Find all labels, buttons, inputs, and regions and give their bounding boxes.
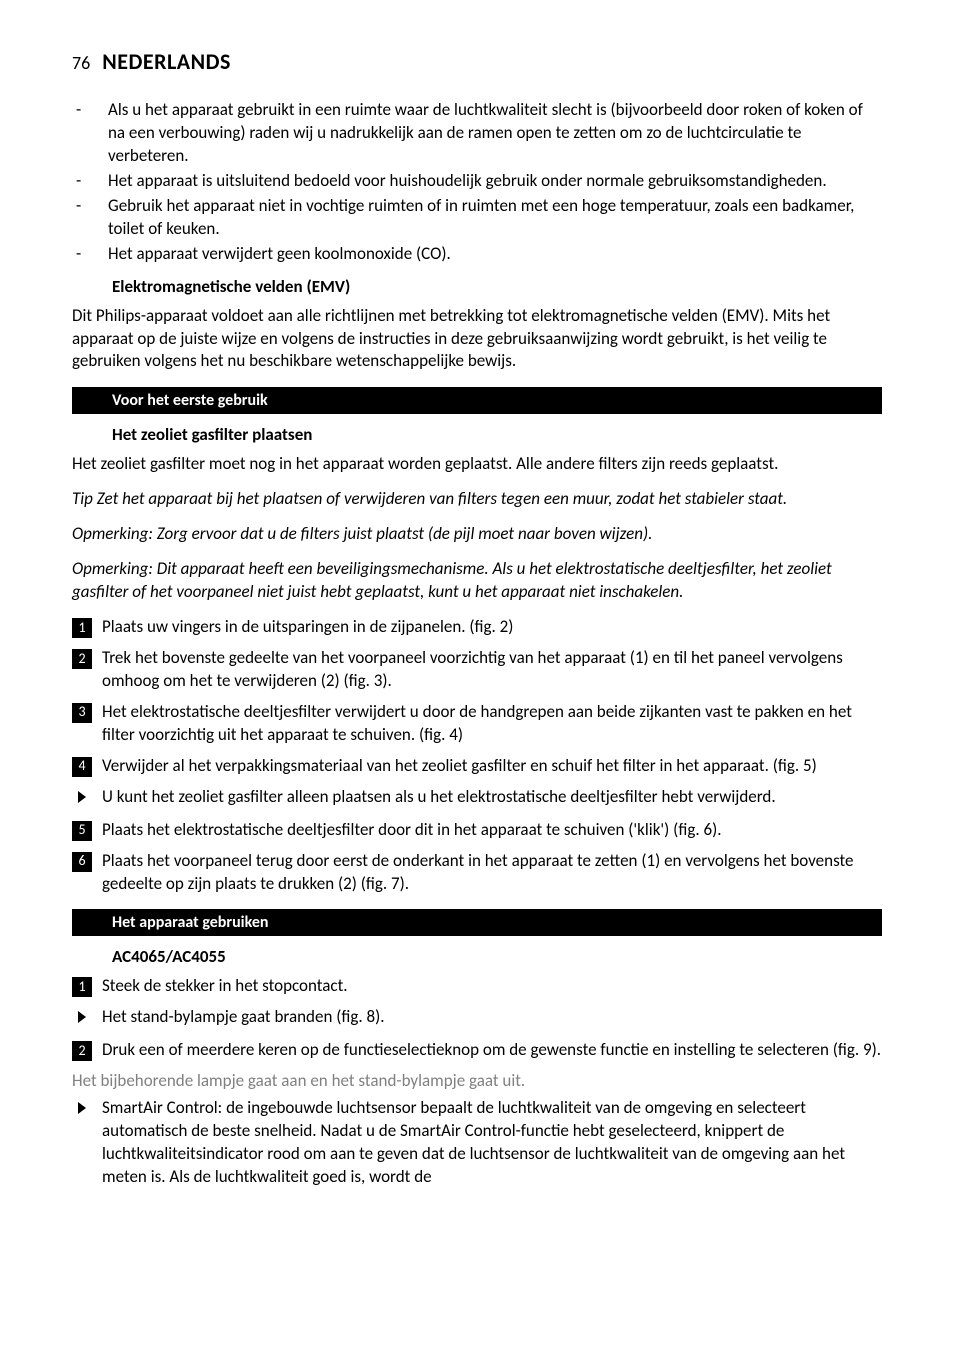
step-number-icon: 4 <box>72 757 92 777</box>
step-item: 1 Steek de stekker in het stopcontact. <box>72 975 882 998</box>
section-bar-first-use: Voor het eerste gebruik <box>72 387 882 414</box>
page-number: 76 <box>72 52 90 74</box>
sub-heading-model: AC4065/AC4055 <box>112 946 882 967</box>
step-text: Druk een of meerdere keren op de functie… <box>102 1039 882 1062</box>
section-bar-using: Het apparaat gebruiken <box>72 909 882 936</box>
step-text: Plaats het elektrostatische deeltjesfilt… <box>102 819 882 842</box>
step-number-icon: 2 <box>72 1041 92 1061</box>
step-text: Plaats het voorpaneel terug door eerst d… <box>102 850 882 896</box>
bullet-text: Het apparaat verwijdert geen koolmonoxid… <box>108 243 882 266</box>
using-step1-sub: Het stand-bylampje gaat branden (fig. 8)… <box>72 1006 882 1031</box>
list-item: -Het apparaat verwijdert geen koolmonoxi… <box>72 243 882 266</box>
dash-icon: - <box>72 99 108 168</box>
list-item: -Als u het apparaat gebruikt in een ruim… <box>72 99 882 168</box>
manual-page: 76 NEDERLANDS -Als u het apparaat gebrui… <box>0 0 954 1233</box>
filter-intro: Het zeoliet gasfilter moet nog in het ap… <box>72 453 882 476</box>
step-item: 5 Plaats het elektrostatische deeltjesfi… <box>72 819 882 842</box>
page-title: NEDERLANDS <box>102 48 231 75</box>
first-use-steps: 1 Plaats uw vingers in de uitsparingen i… <box>72 616 882 778</box>
first-use-steps-cont: 5 Plaats het elektrostatische deeltjesfi… <box>72 819 882 896</box>
arrow-text: Het stand-bylampje gaat branden (fig. 8)… <box>102 1006 882 1029</box>
arrow-text: SmartAir Control: de ingebouwde luchtsen… <box>102 1097 882 1189</box>
step-item: 4 Verwijder al het verpakkingsmateriaal … <box>72 755 882 778</box>
step-text: Steek de stekker in het stopcontact. <box>102 975 882 998</box>
dash-icon: - <box>72 170 108 193</box>
using-steps-2: 2 Druk een of meerdere keren op de funct… <box>72 1039 882 1062</box>
arrow-item: Het stand-bylampje gaat branden (fig. 8)… <box>72 1006 882 1031</box>
arrow-icon <box>72 1008 92 1031</box>
arrow-item: U kunt het zeoliet gasfilter alleen plaa… <box>72 786 882 811</box>
step-text: Het elektrostatische deeltjesfilter verw… <box>102 701 882 747</box>
step-number-icon: 2 <box>72 649 92 669</box>
using-steps: 1 Steek de stekker in het stopcontact. <box>72 975 882 998</box>
step-number-icon: 3 <box>72 703 92 723</box>
intro-bullet-list: -Als u het apparaat gebruikt in een ruim… <box>72 99 882 266</box>
step-item: 2 Druk een of meerdere keren op de funct… <box>72 1039 882 1062</box>
step-number-icon: 1 <box>72 977 92 997</box>
step-text: Plaats uw vingers in de uitsparingen in … <box>102 616 882 639</box>
emv-body: Dit Philips-apparaat voldoet aan alle ri… <box>72 305 882 374</box>
bullet-text: Als u het apparaat gebruikt in een ruimt… <box>108 99 882 168</box>
arrow-text: U kunt het zeoliet gasfilter alleen plaa… <box>102 786 882 809</box>
dash-icon: - <box>72 195 108 241</box>
step-item: 1 Plaats uw vingers in de uitsparingen i… <box>72 616 882 639</box>
step-item: 2 Trek het bovenste gedeelte van het voo… <box>72 647 882 693</box>
list-item: -Het apparaat is uitsluitend bedoeld voo… <box>72 170 882 193</box>
step-text: Trek het bovenste gedeelte van het voorp… <box>102 647 882 693</box>
arrow-item: SmartAir Control: de ingebouwde luchtsen… <box>72 1097 882 1189</box>
step-item: 6 Plaats het voorpaneel terug door eerst… <box>72 850 882 896</box>
sub-heading-filter: Het zeoliet gasfilter plaatsen <box>112 424 882 445</box>
step-item: 3 Het elektrostatische deeltjesfilter ve… <box>72 701 882 747</box>
step-text: Verwijder al het verpakkingsmateriaal va… <box>102 755 882 778</box>
page-header: 76 NEDERLANDS <box>72 48 882 75</box>
filter-tip: Tip Zet het apparaat bij het plaatsen of… <box>72 488 882 511</box>
list-item: -Gebruik het apparaat niet in vochtige r… <box>72 195 882 241</box>
dash-icon: - <box>72 243 108 266</box>
emv-heading: Elektromagnetische velden (EMV) <box>112 276 882 297</box>
using-gray-note: Het bijbehorende lampje gaat aan en het … <box>72 1070 882 1093</box>
filter-note-2: Opmerking: Dit apparaat heeft een beveil… <box>72 558 882 604</box>
step-number-icon: 1 <box>72 618 92 638</box>
step-number-icon: 5 <box>72 821 92 841</box>
step-number-icon: 6 <box>72 852 92 872</box>
using-step2-sub: SmartAir Control: de ingebouwde luchtsen… <box>72 1097 882 1189</box>
bullet-text: Gebruik het apparaat niet in vochtige ru… <box>108 195 882 241</box>
step-4-subnote: U kunt het zeoliet gasfilter alleen plaa… <box>72 786 882 811</box>
bullet-text: Het apparaat is uitsluitend bedoeld voor… <box>108 170 882 193</box>
arrow-icon <box>72 788 92 811</box>
filter-note-1: Opmerking: Zorg ervoor dat u de filters … <box>72 523 882 546</box>
arrow-icon <box>72 1099 92 1122</box>
